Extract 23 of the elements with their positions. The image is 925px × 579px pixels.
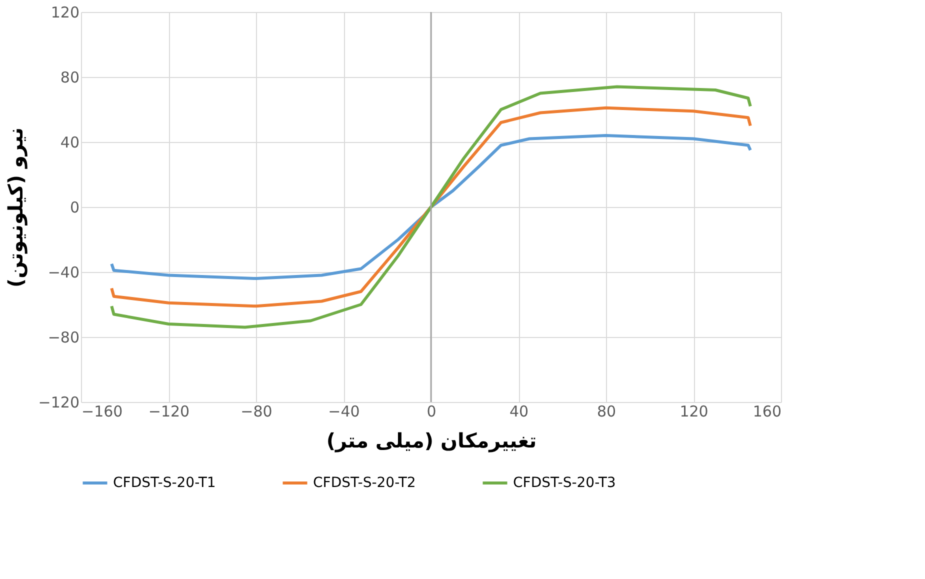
line-series (110, 85, 752, 329)
line-series (110, 106, 752, 308)
legend-label: CFDST-S-20-T1 (113, 475, 216, 491)
x-tick-label: −160 (82, 402, 123, 420)
y-tick-label: 120 (50, 4, 80, 22)
y-tick-label: 0 (70, 198, 80, 216)
x-tick-label: 40 (509, 402, 529, 420)
line-series (110, 134, 752, 280)
x-tick-label: 120 (680, 402, 708, 420)
legend-label: CFDST-S-20-T3 (513, 475, 616, 491)
x-tick-label: 0 (426, 402, 436, 420)
y-tick-label: −40 (48, 264, 80, 282)
y-tick-label: 80 (60, 68, 80, 86)
x-tick-label: 80 (596, 402, 616, 420)
y-axis-title: نیرو (کیلونیوتن) (3, 127, 28, 288)
x-tick-label: −40 (328, 402, 360, 420)
legend-label: CFDST-S-20-T2 (313, 475, 416, 491)
x-axis-title: تغییرمکان (میلی متر) (326, 428, 537, 452)
y-tick-label: −80 (48, 328, 80, 346)
x-tick-label: −120 (148, 402, 190, 420)
x-tick-label: −80 (240, 402, 272, 420)
y-tick-label: 40 (60, 134, 80, 152)
x-tick-label: 160 (752, 402, 782, 420)
